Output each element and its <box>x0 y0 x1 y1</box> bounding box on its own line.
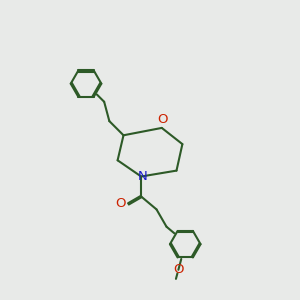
Text: O: O <box>158 113 168 126</box>
Text: O: O <box>173 263 184 276</box>
Text: O: O <box>116 197 126 210</box>
Text: N: N <box>138 170 148 183</box>
